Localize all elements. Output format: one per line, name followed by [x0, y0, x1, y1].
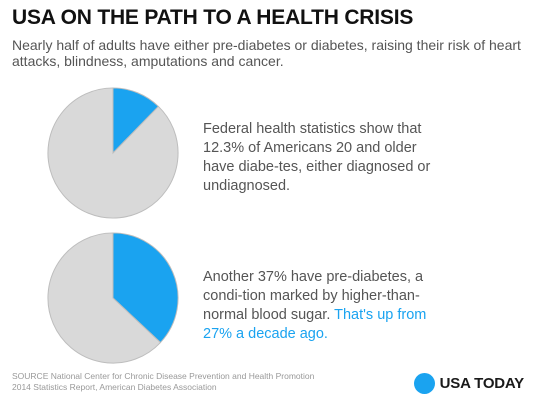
note-text: Federal health statistics show that 12.3…	[203, 121, 431, 194]
brand-logo: USA TODAY	[413, 373, 525, 394]
pie-slice-remainder	[47, 232, 162, 364]
brand-name: USA TODAY	[439, 375, 525, 392]
pie-svg-1	[47, 87, 179, 219]
pie-chart-diabetes	[44, 84, 182, 222]
source-line: 2014 Statistics Report, American Diabete…	[12, 382, 217, 392]
pie-slice-remainder	[47, 87, 179, 219]
pie-svg-2	[47, 232, 179, 364]
source-line: SOURCE National Center for Chronic Disea…	[12, 371, 315, 381]
note-text: Another 37% have pre-diabetes, a condi-t…	[203, 269, 424, 323]
source-credit: SOURCE National Center for Chronic Disea…	[12, 371, 314, 393]
brand-dot-icon	[413, 373, 435, 394]
page-title: USA ON THE PATH TO A HEALTH CRISIS	[12, 6, 414, 29]
pie-slice-highlight	[112, 232, 179, 344]
note-prediabetes: Another 37% have pre-diabetes, a condi-t…	[203, 268, 433, 344]
page-subtitle: Nearly half of adults have either pre-di…	[12, 37, 521, 69]
note-diabetes: Federal health statistics show that 12.3…	[203, 120, 433, 196]
pie-chart-prediabetes	[44, 229, 182, 367]
note-highlight: That's up from 27% a decade ago.	[203, 307, 427, 342]
